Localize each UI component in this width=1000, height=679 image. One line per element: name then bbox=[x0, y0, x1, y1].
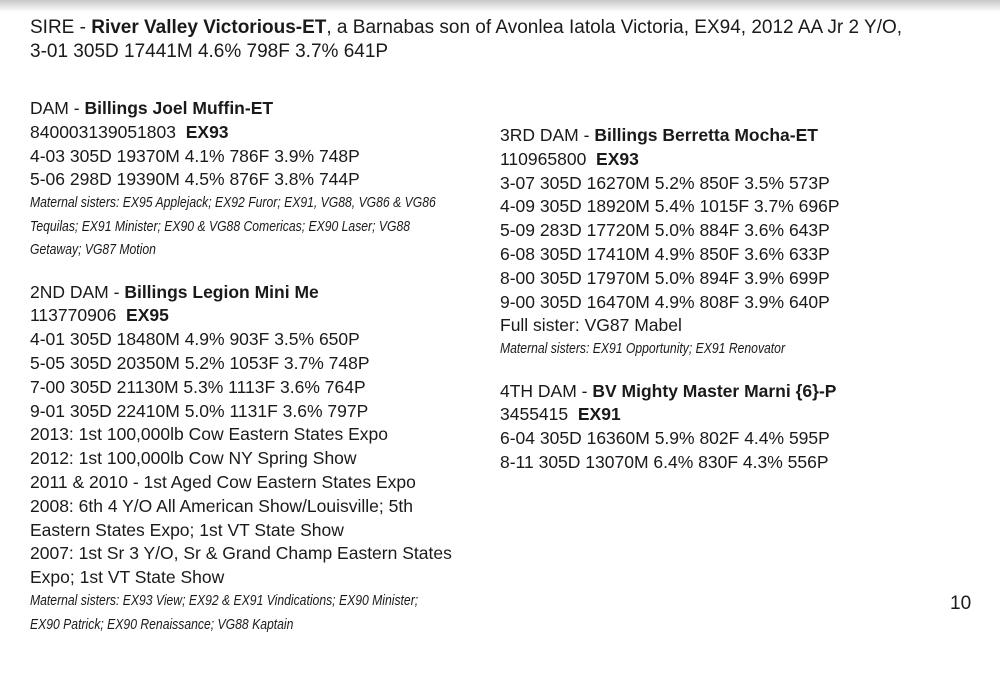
dam4-record: 8-11 305D 13070M 6.4% 830F 4.3% 556P bbox=[500, 452, 829, 473]
sisters-line: Maternal sisters: EX93 View; EX92 & EX91… bbox=[30, 593, 419, 610]
dam3-full-sister: Full sister: VG87 Mabel bbox=[500, 315, 682, 336]
dam2-show-line: 2008: 6th 4 Y/O All American Show/Louisv… bbox=[30, 495, 413, 516]
dam3-record: 3-07 305D 16270M 5.2% 850F 3.5% 573P bbox=[500, 172, 830, 193]
dam-score: EX93 bbox=[185, 121, 229, 142]
dam-name: Billings Joel Muffin-ET bbox=[84, 98, 274, 118]
dam3-name: Billings Berretta Mocha-ET bbox=[594, 125, 818, 145]
sisters-line: Maternal sisters: EX91 Opportunity; EX91… bbox=[500, 341, 786, 358]
dam3-maternal-sisters: Maternal sisters: EX91 Opportunity; EX91… bbox=[500, 338, 937, 362]
dam2-show-line: Expo; 1st VT State Show bbox=[30, 567, 225, 588]
sire-description: , a Barnabas son of Avonlea Iatola Victo… bbox=[326, 17, 903, 38]
dam4-reg-number: 3455415 bbox=[500, 404, 569, 425]
sisters-line: Tequilas; EX91 Minister; EX90 & VG88 Com… bbox=[30, 218, 411, 235]
right-column: 3RD DAM - Billings Berretta Mocha-ET 110… bbox=[500, 124, 980, 475]
dam2-show-line: 2007: 1st Sr 3 Y/O, Sr & Grand Champ Eas… bbox=[30, 543, 452, 564]
dam3-section: 3RD DAM - Billings Berretta Mocha-ET 110… bbox=[500, 124, 980, 362]
dam2-score: EX95 bbox=[126, 305, 169, 326]
dam4-name: BV Mighty Master Marni {6}-P bbox=[592, 380, 837, 401]
page-number: 10 bbox=[950, 593, 972, 614]
dam2-maternal-sisters: Maternal sisters: EX93 View; EX92 & EX91… bbox=[30, 590, 467, 637]
dam-role: DAM - bbox=[30, 98, 85, 118]
dam3-reg-number: 110965800 bbox=[500, 148, 587, 169]
sire-role: SIRE - bbox=[30, 17, 92, 38]
dam4-section: 4TH DAM - BV Mighty Master Marni {6}-P 3… bbox=[500, 380, 980, 475]
dam-heading: DAM - Billings Joel Muffin-ET bbox=[30, 97, 485, 121]
dam-record: 4-03 305D 19370M 4.1% 786F 3.9% 748P bbox=[30, 145, 360, 166]
dam-maternal-sisters: Maternal sisters: EX95 Applejack; EX92 F… bbox=[30, 192, 467, 263]
dam4-registration: 3455415 EX91 bbox=[500, 403, 980, 427]
sisters-line: Getaway; VG87 Motion bbox=[30, 242, 156, 259]
dam3-record: 6-08 305D 17410M 4.9% 850F 3.6% 633P bbox=[500, 243, 830, 264]
dam2-show-line: 2013: 1st 100,000lb Cow Eastern States E… bbox=[30, 424, 389, 445]
dam-reg-number: 840003139051803 bbox=[30, 121, 176, 142]
dam2-record: 5-05 305D 20350M 5.2% 1053F 3.7% 748P bbox=[30, 353, 370, 374]
sire-line-1: SIRE - River Valley Victorious-ET, a Bar… bbox=[30, 16, 980, 40]
sisters-line: EX90 Patrick; EX90 Renaissance; VG88 Kap… bbox=[30, 616, 294, 633]
dam2-show-line: Eastern States Expo; 1st VT State Show bbox=[30, 519, 344, 540]
dam2-show-line: 2011 & 2010 - 1st Aged Cow Eastern State… bbox=[30, 472, 416, 493]
dam2-name: Billings Legion Mini Me bbox=[124, 281, 319, 302]
dam-record: 5-06 298D 19390M 4.5% 876F 3.8% 744P bbox=[30, 169, 360, 190]
dam2-heading: 2ND DAM - Billings Legion Mini Me bbox=[30, 281, 485, 305]
dam2-role: 2ND DAM - bbox=[30, 281, 125, 302]
dam2-registration: 113770906 EX95 bbox=[30, 304, 485, 328]
dam2-reg-number: 113770906 bbox=[30, 305, 117, 326]
dam4-score: EX91 bbox=[577, 404, 621, 425]
dam-registration: 840003139051803 EX93 bbox=[30, 121, 485, 145]
dam3-role: 3RD DAM - bbox=[500, 125, 595, 145]
left-column: DAM - Billings Joel Muffin-ET 8400031390… bbox=[30, 97, 485, 637]
dam4-role: 4TH DAM - bbox=[500, 380, 593, 401]
dam3-record: 9-00 305D 16470M 4.9% 808F 3.9% 640P bbox=[500, 291, 830, 312]
dam2-record: 7-00 305D 21130M 5.3% 1113F 3.6% 764P bbox=[30, 376, 366, 397]
dam3-heading: 3RD DAM - Billings Berretta Mocha-ET bbox=[500, 124, 980, 148]
dam3-score: EX93 bbox=[596, 148, 639, 169]
dam4-heading: 4TH DAM - BV Mighty Master Marni {6}-P bbox=[500, 380, 980, 404]
dam2-show-line: 2012: 1st 100,000lb Cow NY Spring Show bbox=[30, 448, 357, 469]
sire-name: River Valley Victorious-ET bbox=[91, 17, 327, 38]
sire-record: 3-01 305D 17441M 4.6% 798F 3.7% 641P bbox=[30, 41, 389, 62]
dam3-record: 8-00 305D 17970M 5.0% 894F 3.9% 699P bbox=[500, 267, 830, 288]
dam3-registration: 110965800 EX93 bbox=[500, 148, 980, 172]
dam2-record: 4-01 305D 18480M 4.9% 903F 3.5% 650P bbox=[30, 329, 360, 350]
dam3-record: 4-09 305D 18920M 5.4% 1015F 3.7% 696P bbox=[500, 196, 840, 217]
dam3-record: 5-09 283D 17720M 5.0% 884F 3.6% 643P bbox=[500, 220, 830, 241]
top-edge-shadow bbox=[0, 0, 1000, 12]
dam2-record: 9-01 305D 22410M 5.0% 1131F 3.6% 797P bbox=[30, 400, 369, 421]
sisters-line: Maternal sisters: EX95 Applejack; EX92 F… bbox=[30, 195, 436, 212]
dam4-record: 6-04 305D 16360M 5.9% 802F 4.4% 595P bbox=[500, 428, 830, 449]
dam-section: DAM - Billings Joel Muffin-ET 8400031390… bbox=[30, 97, 485, 263]
dam2-section: 2ND DAM - Billings Legion Mini Me 113770… bbox=[30, 281, 485, 637]
sire-section: SIRE - River Valley Victorious-ET, a Bar… bbox=[30, 16, 980, 64]
